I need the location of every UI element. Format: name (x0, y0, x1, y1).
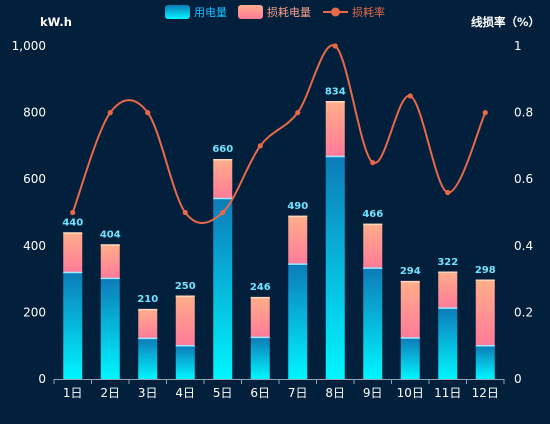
bar-consumption[interactable] (138, 338, 158, 379)
y2-tick-label: 0.2 (514, 305, 533, 319)
legend-label-loss-rate: 损耗率 (352, 5, 385, 19)
bar-loss[interactable] (325, 101, 345, 157)
bar-consumption[interactable] (250, 337, 270, 379)
x-tick-label: 6日 (250, 386, 270, 400)
y-tick-label: 600 (23, 172, 46, 186)
y-tick-label: 200 (23, 305, 46, 319)
legend-swatch-loss-rate-dot (331, 7, 340, 17)
value-labels: 440 404 210 250 660 246 490 834 466 294 322 298 (62, 86, 495, 305)
y-axis-title: kW.h (40, 15, 72, 29)
bar-total-label: 322 (437, 257, 458, 268)
loss-rate-point[interactable] (220, 209, 226, 216)
y2-tick-label: 0.6 (514, 172, 533, 186)
y-tick-label: 400 (23, 239, 46, 253)
y2-tick-label: 0.4 (514, 239, 533, 253)
bar-loss[interactable] (213, 159, 233, 199)
bar-loss[interactable] (138, 309, 158, 339)
legend: 用电量 损耗电量 损耗率 (165, 5, 385, 19)
legend-item-consumption[interactable]: 用电量 (165, 5, 227, 19)
x-tick-label: 11日 (434, 386, 461, 400)
bar-consumption[interactable] (400, 338, 420, 379)
bar-consumption[interactable] (63, 272, 83, 379)
loss-rate-point[interactable] (107, 110, 113, 116)
bars (63, 101, 495, 379)
bar-consumption[interactable] (175, 345, 195, 379)
y-tick-label: 800 (23, 106, 46, 120)
loss-rate-point[interactable] (70, 209, 76, 216)
bar-consumption[interactable] (213, 198, 233, 379)
legend-swatch-consumption (165, 5, 190, 19)
bar-consumption[interactable] (438, 308, 458, 379)
bar-total-label: 246 (250, 282, 271, 293)
legend-label-consumption: 用电量 (194, 6, 227, 19)
bar-loss[interactable] (400, 281, 420, 339)
bar-loss[interactable] (63, 232, 83, 273)
x-tick-label: 10日 (397, 386, 424, 400)
loss-rate-point[interactable] (445, 189, 451, 196)
bar-total-label: 440 (62, 217, 83, 228)
y2-tick-label: 1 (514, 39, 522, 53)
bar-total-label: 660 (212, 144, 233, 155)
bar-total-label: 210 (137, 294, 158, 305)
legend-item-loss-rate[interactable]: 损耗率 (323, 5, 385, 19)
bar-loss[interactable] (175, 295, 195, 346)
bar-total-label: 834 (325, 86, 346, 97)
loss-rate-point[interactable] (370, 159, 376, 166)
bar-consumption[interactable] (475, 345, 495, 379)
legend-swatch-loss (238, 5, 263, 19)
bar-total-label: 404 (100, 229, 121, 240)
x-tick-label: 3日 (138, 386, 158, 400)
x-tick-label: 7日 (288, 386, 308, 400)
bar-consumption[interactable] (288, 264, 308, 379)
loss-rate-series (70, 43, 488, 224)
loss-rate-line (71, 44, 487, 224)
bar-total-label: 250 (175, 281, 196, 292)
x-tick-label: 8日 (325, 386, 345, 400)
loss-rate-point[interactable] (145, 110, 151, 116)
x-tick-label: 4日 (175, 386, 195, 400)
loss-rate-point[interactable] (407, 93, 413, 99)
bar-consumption[interactable] (100, 278, 120, 379)
bar-total-label: 466 (362, 209, 383, 220)
loss-rate-point[interactable] (332, 43, 338, 49)
y-tick-label: 0 (38, 372, 46, 386)
bar-loss[interactable] (250, 297, 270, 338)
bar-consumption[interactable] (325, 156, 345, 379)
x-tick-label: 2日 (100, 386, 120, 400)
bar-total-label: 298 (475, 265, 496, 276)
loss-rate-point[interactable] (482, 110, 488, 116)
bar-consumption[interactable] (363, 268, 383, 379)
legend-item-loss[interactable]: 损耗电量 (238, 5, 311, 19)
bar-loss[interactable] (475, 279, 495, 346)
x-tick-label: 5日 (213, 386, 233, 400)
x-tick-label: 1日 (63, 386, 83, 400)
bar-loss[interactable] (438, 271, 458, 309)
x-tick-label: 12日 (472, 386, 499, 400)
loss-rate-point[interactable] (295, 110, 301, 116)
bar-loss[interactable] (288, 215, 308, 265)
y2-axis-title: 线损率（%） (471, 15, 540, 29)
bar-loss[interactable] (363, 223, 383, 269)
y-tick-label: 1,000 (12, 39, 46, 53)
y2-tick-label: 0.8 (514, 106, 533, 120)
bar-loss[interactable] (100, 244, 120, 279)
loss-rate-point[interactable] (182, 209, 188, 216)
y2-tick-label: 0 (514, 372, 522, 386)
bar-total-label: 490 (287, 201, 308, 212)
x-tick-label: 9日 (363, 386, 383, 400)
loss-rate-point[interactable] (257, 143, 263, 149)
legend-label-loss: 损耗电量 (267, 5, 311, 19)
bar-total-label: 294 (400, 266, 421, 277)
